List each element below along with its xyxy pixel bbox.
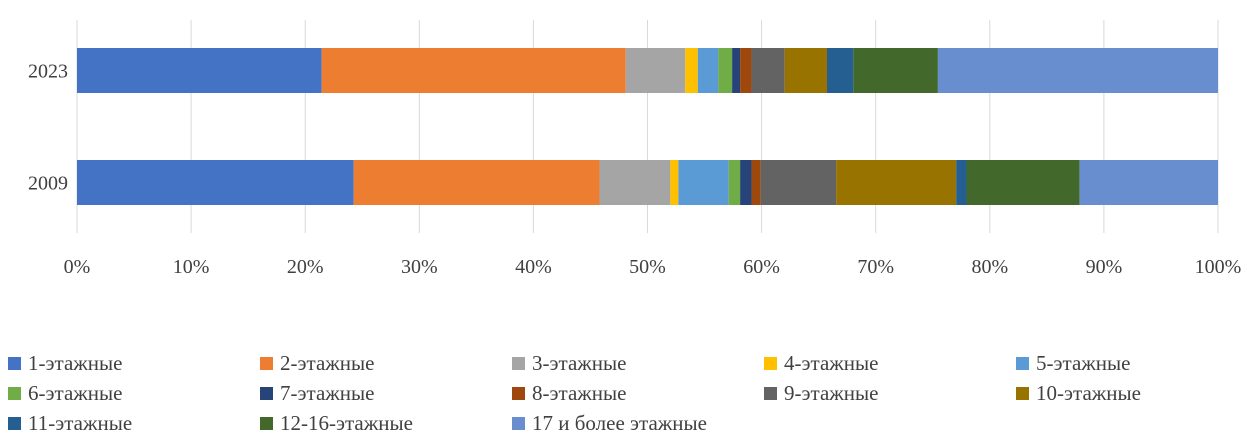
bar-segment: [728, 160, 741, 205]
legend-swatch: [1016, 356, 1029, 370]
x-tick-label: 0%: [64, 256, 91, 278]
legend-swatch: [1016, 386, 1029, 400]
bar-segment: [625, 48, 686, 93]
x-tick-label: 70%: [857, 256, 894, 278]
legend-swatch: [512, 356, 525, 370]
legend-swatch: [260, 356, 273, 370]
legend-label: 4-этажные: [784, 350, 879, 375]
y-category-label: 2009: [28, 173, 68, 195]
bar-segment: [685, 48, 698, 93]
bar-segment: [836, 160, 957, 205]
legend-item: 1-этажные: [8, 348, 260, 378]
bar-segment: [77, 48, 322, 93]
legend-swatch: [764, 356, 777, 370]
legend-label: 6-этажные: [28, 380, 123, 405]
bar-segment: [751, 48, 785, 93]
x-tick-label: 10%: [173, 256, 210, 278]
x-tick-label: 50%: [629, 256, 666, 278]
bar-segment: [321, 48, 626, 93]
x-tick-label: 60%: [743, 256, 780, 278]
x-tick-label: 40%: [515, 256, 552, 278]
legend-label: 11-этажные: [28, 410, 133, 435]
bar-segment: [853, 48, 938, 93]
stacked-bar-chart: 0% 10% 20% 30% 40% 50% 60% 70% 80% 90% 100% 2023 200…: [28, 20, 1242, 278]
y-category-label: 2023: [28, 61, 68, 83]
legend-swatch: [8, 386, 21, 400]
legend-label: 17 и более этажные: [532, 410, 707, 435]
bar-segment: [670, 160, 679, 205]
bar-segment: [77, 160, 354, 205]
x-tick-label: 100%: [1195, 256, 1242, 278]
bar-segment: [784, 48, 827, 93]
legend-swatch: [8, 416, 21, 430]
legend-label: 1-этажные: [28, 350, 123, 375]
bar-segment: [956, 160, 967, 205]
x-tick-label: 30%: [401, 256, 438, 278]
legend-swatch: [764, 386, 777, 400]
legend-swatch: [260, 416, 273, 430]
x-tick-label: 20%: [287, 256, 324, 278]
legend-label: 12-16-этажные: [280, 410, 413, 435]
legend-item: 8-этажные: [512, 378, 764, 408]
legend-item: 9-этажные: [764, 378, 1016, 408]
bar-segment: [966, 160, 1080, 205]
legend-item: 12-16-этажные: [260, 408, 512, 438]
legend-label: 5-этажные: [1036, 350, 1131, 375]
x-tick-label: 80%: [971, 256, 1008, 278]
bar-segment: [353, 160, 600, 205]
legend-label: 3-этажные: [532, 350, 627, 375]
legend-swatch: [260, 386, 273, 400]
legend-label: 8-этажные: [532, 380, 627, 405]
bar-segment: [1079, 160, 1218, 205]
x-tick-label: 90%: [1086, 256, 1123, 278]
legend-swatch: [512, 416, 525, 430]
legend-item: 10-этажные: [1016, 378, 1243, 408]
bar-segment: [697, 48, 719, 93]
bar-segment: [740, 48, 752, 93]
bar-segment: [732, 48, 741, 93]
legend-item: 6-этажные: [8, 378, 260, 408]
bar-segment: [599, 160, 671, 205]
chart-legend: 1-этажные 2-этажные 3-этажные 4-этажные 5-эт…: [8, 348, 1243, 438]
legend-label: 2-этажные: [280, 350, 375, 375]
legend-swatch: [8, 356, 21, 370]
legend-label: 7-этажные: [280, 380, 375, 405]
bar-segment: [678, 160, 729, 205]
legend-item: 2-этажные: [260, 348, 512, 378]
legend-item: 5-этажные: [1016, 348, 1243, 378]
bar-segment: [740, 160, 752, 205]
legend-item: 3-этажные: [512, 348, 764, 378]
legend-item: 7-этажные: [260, 378, 512, 408]
legend-label: 10-этажные: [1036, 380, 1141, 405]
bar-segment: [760, 160, 837, 205]
legend-label: 9-этажные: [784, 380, 879, 405]
legend-swatch: [512, 386, 525, 400]
legend-item: 17 и более этажные: [512, 408, 764, 438]
legend-item: 11-этажные: [8, 408, 260, 438]
bar-segment: [751, 160, 761, 205]
legend-item: 4-этажные: [764, 348, 1016, 378]
bar-segment: [937, 48, 1218, 93]
bar-segment: [826, 48, 854, 93]
bar-segment: [718, 48, 733, 93]
